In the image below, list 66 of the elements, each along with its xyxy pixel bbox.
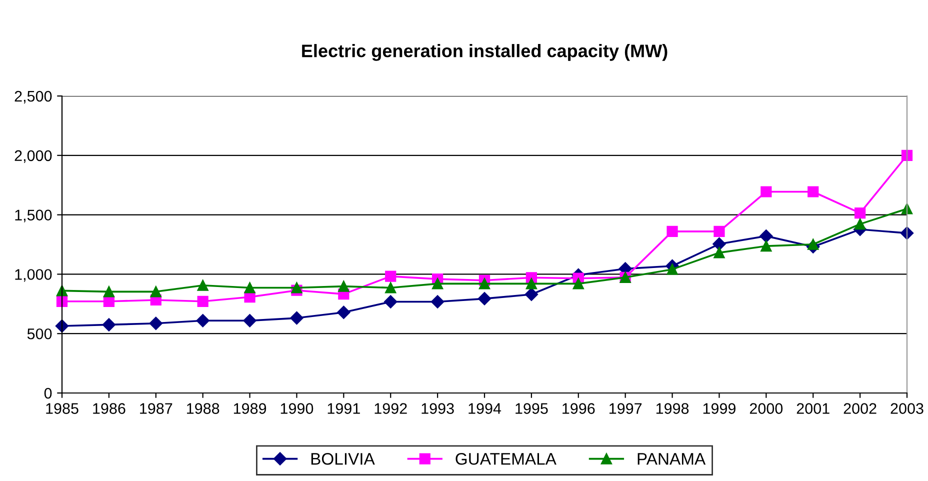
point [384, 295, 398, 308]
x-tick-label: 1991 [328, 403, 360, 414]
x-tick-label: 1989 [234, 403, 266, 414]
x-tick-label: 1992 [374, 403, 407, 414]
point [197, 296, 208, 307]
point [808, 186, 819, 198]
point [478, 292, 492, 306]
point [197, 280, 208, 291]
point [102, 318, 116, 332]
point [712, 237, 726, 251]
legend-label: BOLIVIA [311, 452, 375, 465]
point [103, 296, 114, 307]
point [854, 207, 866, 219]
point [854, 218, 866, 230]
x-tick-label: 2003 [890, 403, 924, 414]
point [150, 286, 162, 298]
point [714, 226, 725, 237]
x-tick-label: 1997 [610, 403, 642, 414]
point [291, 282, 302, 294]
x-tick-label: 1986 [93, 403, 126, 414]
point [243, 314, 256, 328]
point [337, 306, 350, 319]
point [432, 278, 444, 290]
point [524, 288, 538, 301]
point [808, 238, 819, 250]
legend-label: GUATEMALA [456, 452, 556, 465]
x-tick-label: 1988 [187, 403, 220, 414]
point [430, 295, 444, 308]
x-tick-label: 1995 [516, 403, 548, 414]
point [760, 186, 772, 198]
point [666, 264, 678, 275]
legend-label: PANAMA [638, 453, 706, 465]
x-tick-label: 1987 [140, 403, 172, 414]
point [149, 316, 162, 330]
y-tick-label: 2,500 [14, 90, 52, 104]
y-tick-label: 2,000 [14, 150, 52, 163]
point [666, 226, 678, 237]
point [196, 314, 210, 328]
point [760, 229, 773, 243]
point [385, 270, 396, 282]
point [103, 286, 114, 298]
point [714, 247, 725, 258]
y-tick-label: 1,000 [15, 269, 52, 282]
x-tick-label: 1999 [703, 403, 736, 414]
x-tick-label: 1994 [468, 403, 502, 414]
point [901, 150, 913, 161]
point [760, 240, 772, 252]
point [338, 280, 350, 292]
x-tick-label: 1990 [280, 403, 314, 414]
x-tick-label: 2000 [750, 403, 783, 414]
y-tick-label: 1,500 [15, 210, 52, 222]
x-tick-label: 1998 [656, 403, 689, 414]
point [478, 278, 490, 290]
y-tick-label: 500 [27, 328, 52, 340]
point [572, 278, 584, 290]
x-tick-label: 1993 [422, 403, 454, 414]
x-tick-label: 1996 [562, 403, 595, 414]
x-tick-label: 2001 [796, 403, 830, 414]
chart-title: Electric generation installed capacity (MW) [302, 44, 668, 61]
point [526, 278, 537, 290]
point [385, 282, 396, 294]
point [290, 311, 304, 325]
x-tick-label: 2002 [844, 403, 876, 414]
point [244, 282, 256, 294]
y-tick-label: 0 [44, 388, 52, 399]
x-tick-label: 1985 [46, 403, 78, 414]
